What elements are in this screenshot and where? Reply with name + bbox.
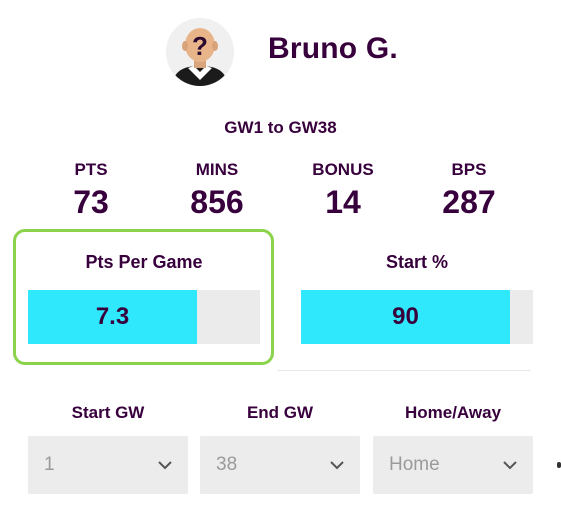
svg-text:?: ?: [192, 31, 208, 61]
stat-label: BPS: [451, 160, 487, 179]
start-pct-bar: 90: [301, 290, 533, 344]
stat-value: 73: [73, 184, 109, 220]
start-gw-label: Start GW: [71, 403, 145, 422]
home-away-value: Home: [389, 454, 440, 475]
stat-pts: PTS 73: [31, 160, 151, 221]
gameweek-range-label: GW1 to GW38: [224, 118, 337, 137]
end-gw-select[interactable]: 38: [200, 436, 360, 494]
chevron-down-icon: [330, 461, 344, 470]
stat-label: MINS: [195, 160, 239, 179]
start-pct-bar-fill: 90: [301, 290, 510, 344]
player-header: ? Bruno G.: [0, 0, 561, 100]
stat-value: 14: [325, 184, 361, 220]
unknown-player-silhouette-icon: ?: [166, 18, 234, 86]
stat-value: 287: [442, 184, 496, 220]
start-gw-select[interactable]: 1: [28, 436, 188, 494]
start-gw-value: 1: [44, 454, 55, 475]
player-avatar: ?: [166, 18, 234, 86]
edge-fragment: [557, 462, 561, 468]
stat-bps: BPS 287: [409, 160, 529, 221]
highlight-outline: [13, 229, 274, 365]
stat-label: BONUS: [312, 160, 374, 179]
start-pct-label: Start %: [385, 252, 448, 272]
pts-per-game-bar-fill: 7.3: [28, 290, 197, 344]
chevron-down-icon: [158, 461, 172, 470]
home-away-label: Home/Away: [404, 403, 502, 422]
player-name: Bruno G.: [268, 32, 398, 65]
home-away-select[interactable]: Home: [373, 436, 533, 494]
stat-bonus: BONUS 14: [283, 160, 403, 221]
section-divider: [277, 370, 531, 371]
stat-value: 856: [190, 184, 244, 220]
stat-label: PTS: [74, 160, 108, 179]
pts-per-game-label: Pts Per Game: [85, 252, 203, 272]
pts-per-game-bar: 7.3: [28, 290, 260, 344]
pts-per-game-value: 7.3: [95, 303, 130, 330]
end-gw-value: 38: [216, 454, 238, 475]
stat-mins: MINS 856: [157, 160, 277, 221]
end-gw-label: End GW: [246, 403, 314, 422]
start-pct-value: 90: [392, 303, 419, 330]
chevron-down-icon: [503, 461, 517, 470]
